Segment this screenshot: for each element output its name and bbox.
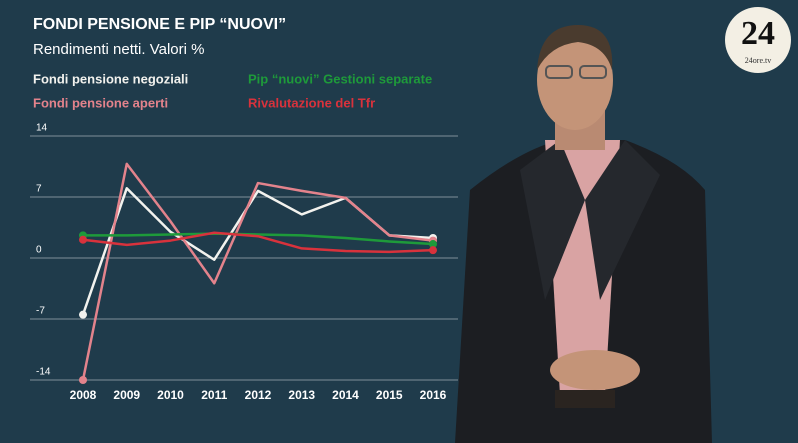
- chart-subtitle: Rendimenti netti. Valori %: [33, 41, 204, 58]
- x-tick-label: 2016: [420, 388, 447, 402]
- y-tick-label: 0: [36, 245, 42, 256]
- series-line: [83, 232, 434, 246]
- legend-entry: Fondi pensione negoziali: [33, 71, 188, 86]
- presenter: [455, 25, 712, 443]
- x-tick-label: 2012: [245, 388, 272, 402]
- x-tick-label: 2011: [201, 388, 227, 402]
- y-tick-label: 14: [36, 123, 48, 134]
- logo: 24: [741, 15, 775, 52]
- endpoint-dot: [79, 310, 87, 319]
- y-tick-label: 7: [36, 184, 42, 195]
- endpoint-dot: [79, 235, 87, 244]
- x-tick-label: 2009: [113, 388, 140, 402]
- series-line: [82, 231, 434, 254]
- x-tick-label: 2014: [332, 388, 359, 402]
- x-tick-label: 2008: [70, 388, 97, 402]
- x-tick-label: 2013: [288, 388, 315, 402]
- legend-entry: Pip “nuovi” Gestioni separate: [248, 71, 432, 86]
- y-tick-label: -7: [36, 306, 45, 317]
- chart-title: FONDI PENSIONE E PIP “NUOVI”: [33, 16, 286, 33]
- endpoint-dot: [429, 240, 437, 249]
- endpoint-dot: [79, 376, 87, 384]
- series-line: [81, 162, 434, 381]
- x-tick-label: 2015: [376, 388, 403, 402]
- logo-subtitle: 24ore.tv: [745, 56, 771, 65]
- y-tick-label: -14: [36, 367, 51, 378]
- endpoint-dot: [429, 246, 437, 255]
- logo-badge: [725, 7, 791, 73]
- legend-entry: Fondi pensione aperti: [33, 95, 168, 110]
- x-tick-label: 2010: [157, 388, 184, 402]
- legend-entry: Rivalutazione del Tfr: [248, 95, 375, 110]
